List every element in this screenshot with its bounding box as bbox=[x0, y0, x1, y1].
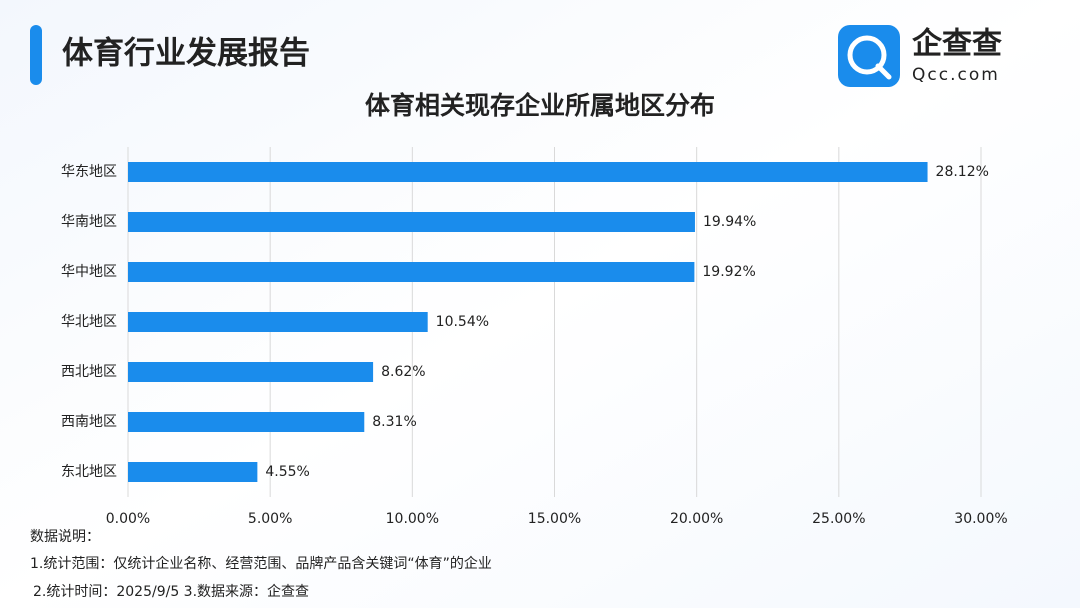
x-tick-label: 20.00% bbox=[670, 511, 723, 527]
x-tick-label: 0.00% bbox=[106, 511, 150, 527]
bar bbox=[128, 362, 374, 382]
notes-line: 2.统计时间：2025/9/5 3.数据来源：企查查 bbox=[33, 583, 309, 600]
bar bbox=[128, 162, 928, 182]
bar bbox=[128, 312, 428, 332]
y-tick-label: 西南地区 bbox=[61, 414, 117, 430]
logo-name: 企查查 bbox=[912, 27, 1002, 62]
x-tick-label: 15.00% bbox=[528, 511, 581, 527]
bar bbox=[128, 212, 695, 232]
value-label: 19.94% bbox=[703, 214, 756, 230]
y-tick-label: 华北地区 bbox=[61, 314, 117, 330]
x-tick-label: 10.00% bbox=[386, 511, 439, 527]
title-accent bbox=[30, 25, 42, 85]
y-tick-label: 西北地区 bbox=[61, 364, 117, 380]
chart-title: 体育相关现存企业所属地区分布 bbox=[365, 91, 715, 120]
value-label: 19.92% bbox=[702, 264, 755, 280]
value-label: 4.55% bbox=[265, 464, 309, 480]
logo-domain: Qcc.com bbox=[912, 65, 1000, 85]
y-tick-label: 东北地区 bbox=[61, 464, 117, 480]
notes-heading: 数据说明： bbox=[30, 529, 100, 545]
y-tick-label: 华南地区 bbox=[61, 214, 117, 230]
logo-ring bbox=[847, 35, 887, 75]
value-label: 8.62% bbox=[381, 364, 425, 380]
y-tick-label: 华东地区 bbox=[61, 164, 117, 180]
value-label: 28.12% bbox=[936, 164, 989, 180]
value-label: 10.54% bbox=[436, 314, 489, 330]
bar bbox=[128, 262, 695, 282]
page-title: 体育行业发展报告 bbox=[62, 36, 310, 72]
notes-line: 1.统计范围：仅统计企业名称、经营范围、品牌产品含关键词“体育”的企业 bbox=[30, 555, 492, 572]
y-tick-label: 华中地区 bbox=[61, 264, 117, 280]
x-tick-label: 5.00% bbox=[248, 511, 292, 527]
x-tick-label: 30.00% bbox=[954, 511, 1007, 527]
value-label: 8.31% bbox=[372, 414, 416, 430]
logo-handle bbox=[875, 63, 892, 80]
x-tick-label: 25.00% bbox=[812, 511, 865, 527]
bar bbox=[128, 462, 258, 482]
bar bbox=[128, 412, 365, 432]
